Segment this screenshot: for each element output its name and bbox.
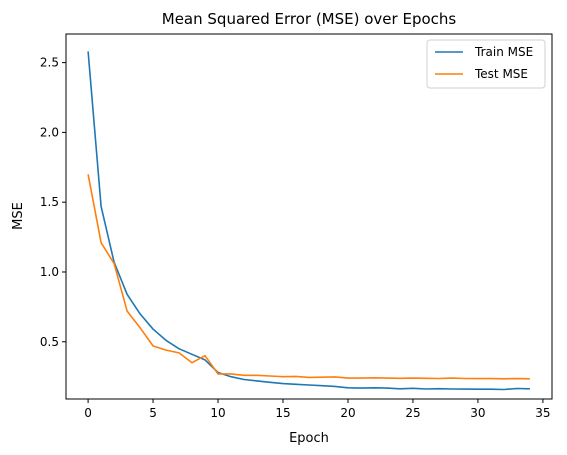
- series-line-train-mse: [88, 51, 530, 389]
- y-tick-label: 2.5: [40, 56, 59, 70]
- plot-frame: [66, 34, 552, 399]
- series-line-test-mse: [88, 174, 530, 378]
- x-axis-label: Epoch: [289, 431, 329, 446]
- legend: Train MSE Test MSE: [427, 40, 545, 88]
- x-tick-label: 30: [470, 406, 485, 420]
- plot-area: [66, 34, 552, 399]
- x-tick-label: 15: [275, 406, 290, 420]
- y-tick-label: 1.5: [40, 195, 59, 209]
- legend-label: Test MSE: [474, 67, 528, 81]
- x-axis: 0 5 10 15 20 25 30 35: [84, 399, 550, 420]
- x-tick-label: 25: [405, 406, 420, 420]
- chart-title: Mean Squared Error (MSE) over Epochs: [162, 10, 457, 28]
- x-tick-label: 10: [210, 406, 225, 420]
- x-tick-label: 35: [535, 406, 550, 420]
- legend-label: Train MSE: [474, 45, 533, 59]
- y-tick-label: 0.5: [40, 335, 59, 349]
- x-tick-label: 20: [340, 406, 355, 420]
- y-tick-label: 2.0: [40, 125, 59, 139]
- x-tick-label: 0: [84, 406, 92, 420]
- series-layer: [88, 51, 530, 389]
- y-axis-label: MSE: [11, 202, 26, 230]
- y-axis: 0.5 1.0 1.5 2.0 2.5: [40, 56, 66, 349]
- x-tick-label: 5: [149, 406, 157, 420]
- y-tick-label: 1.0: [40, 265, 59, 279]
